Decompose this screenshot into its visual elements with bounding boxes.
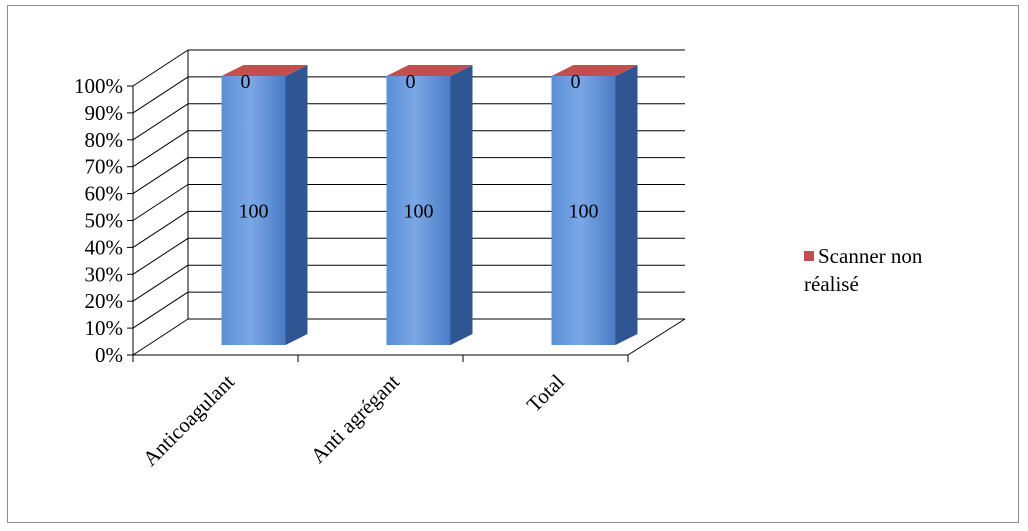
y-tick-label: 40% [85,235,124,259]
bars-layer [221,65,638,345]
bar-top-scanner-non-realise [386,65,473,76]
category-label: Anticoagulant [138,369,239,470]
side-gridline [132,49,189,87]
bar-top-scanner-non-realise [221,65,308,76]
y-tick-label: 20% [85,289,124,313]
bar-anticoag-series [221,76,286,345]
category-label: Anti agrégant [306,369,404,467]
bar-top-scanner-non-realise [551,65,638,76]
data-label-top: 0 [241,71,251,93]
data-label-main: 100 [404,201,434,223]
y-tick-label: 90% [85,101,124,125]
legend-entry: Scanner non [804,242,1004,270]
legend: Scanner non réalisé [804,242,1004,298]
y-tick-label: 30% [85,262,124,286]
y-tick-label: 10% [85,316,124,340]
side-gridline [132,103,189,141]
legend-swatch [804,251,814,261]
bar-anticoag-series [551,76,616,345]
chart-frame [7,5,1019,523]
bar-side-face [450,65,473,345]
y-tick-label: 60% [85,182,124,206]
bar-anticoag-series [386,76,451,345]
y-tick-label: 50% [85,209,124,233]
category-label: Total [522,369,569,416]
y-tick-label: 100% [74,74,123,98]
side-gridline [132,157,189,195]
side-gridline [132,318,189,356]
side-gridline [132,76,189,114]
bar-side-face [285,65,308,345]
side-gridline [132,130,189,168]
side-gridline [132,291,189,329]
data-label-main: 100 [569,201,599,223]
side-gridline [132,210,189,248]
data-label-top: 0 [571,71,581,93]
y-tick-label: 80% [85,128,124,152]
data-label-main: 100 [239,201,269,223]
bar-side-face [615,65,638,345]
side-gridline [132,184,189,221]
y-tick-label: 70% [85,155,124,179]
floor-edge [627,318,686,356]
data-label-top: 0 [406,71,416,93]
y-tick-label: 0% [95,343,123,367]
legend-label-line2: réalisé [804,272,859,296]
side-gridline [132,237,189,275]
side-gridline [132,264,189,302]
legend-label-line1: Scanner non [818,244,923,268]
